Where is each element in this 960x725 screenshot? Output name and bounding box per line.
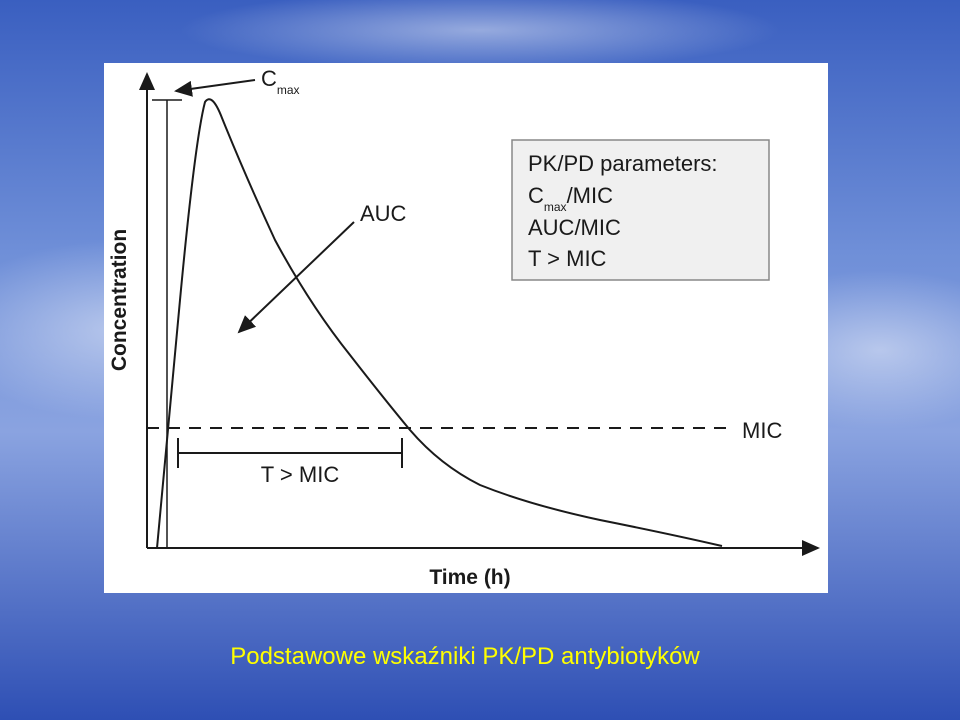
cmax-label: Cmax [261,66,300,97]
slide-caption: Podstawowe wskaźniki PK/PD antybiotyków [230,643,700,670]
y-axis-label: Concentration [108,229,131,371]
cmax-arrow [174,79,256,97]
item-sub: max [544,200,567,214]
auc-arrow [237,221,355,334]
item-main: C [528,183,544,208]
concentration-curve [156,98,723,549]
cmax-sub: max [277,83,300,97]
parameter-item: Cmax/MIC [528,183,613,214]
cloud [180,0,780,70]
auc-label: AUC [360,201,407,226]
diagram: MIC T > MIC Cmax AUC PK/PD parameters: C… [104,63,828,593]
t-mic-label: T > MIC [261,462,340,487]
item-suffix: /MIC [567,183,614,208]
mic-label: MIC [742,418,782,443]
parameters-box [511,139,770,281]
x-axis-label: Time (h) [429,566,510,589]
parameters-title: PK/PD parameters: [528,151,718,176]
cmax-main: C [261,66,277,91]
parameter-item: T > MIC [528,246,607,271]
parameter-item: AUC/MIC [528,215,621,240]
